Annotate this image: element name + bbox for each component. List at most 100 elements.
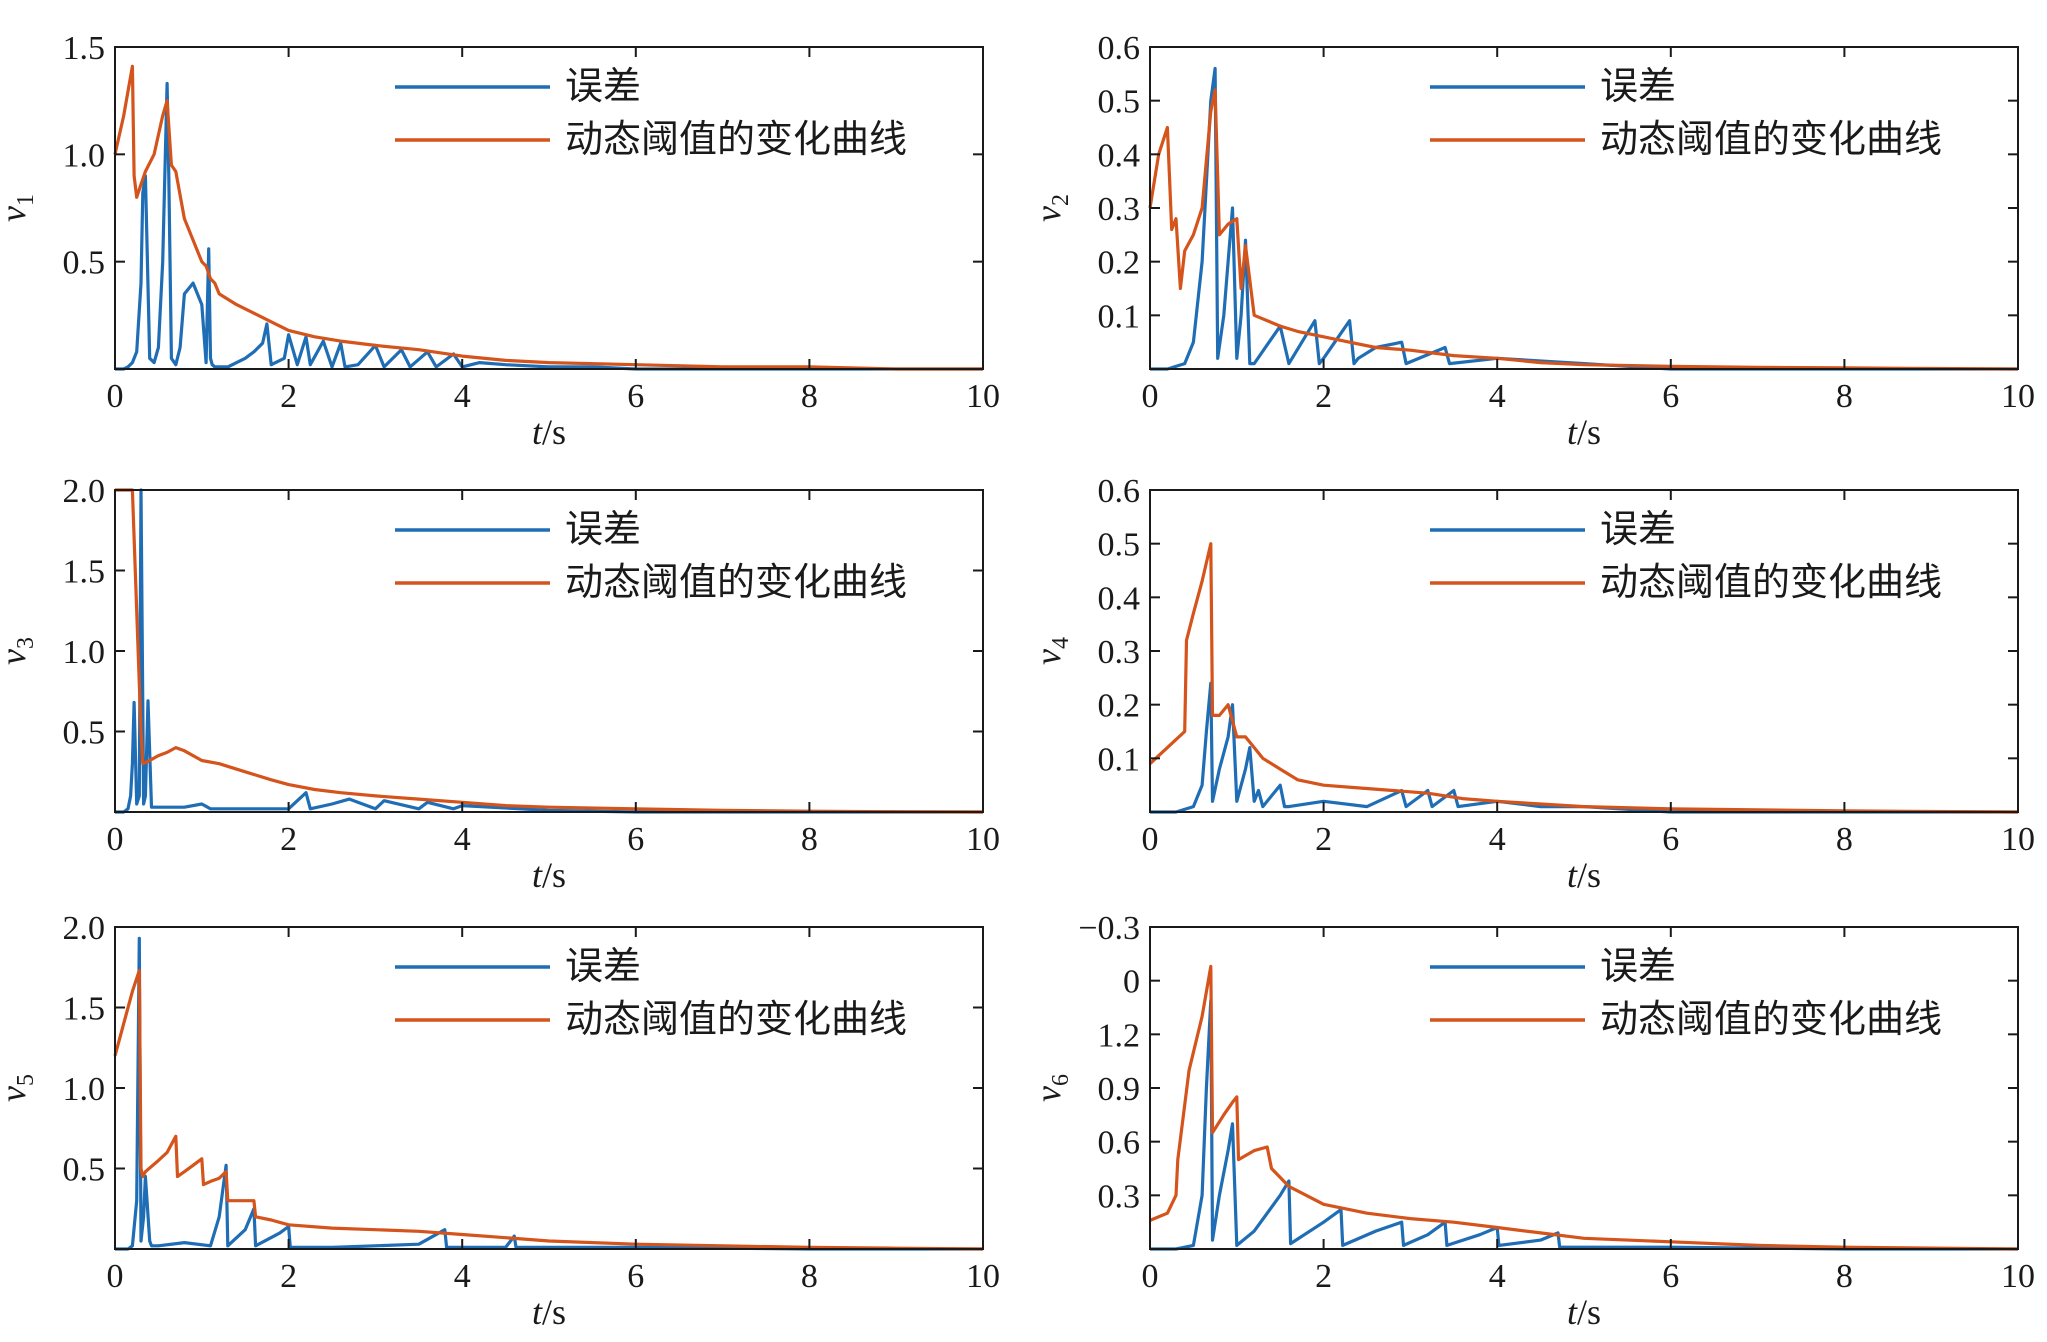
y-tick-label: 0.3 [1098, 1178, 1141, 1215]
y-tick-label: 0.5 [63, 1152, 106, 1189]
error-series-line [115, 81, 983, 371]
y-axis-label-symbol: v [0, 649, 33, 665]
y-tick-label: 2.0 [63, 910, 106, 947]
error-series-line [1150, 66, 2018, 371]
plot-frame [1149, 46, 2019, 370]
legend-label: 误差 [1600, 509, 1676, 551]
y-axis-label: v3 [0, 637, 39, 665]
x-axis-label-unit: /s [542, 1292, 566, 1332]
y-tick-label: 0.3 [1098, 191, 1141, 228]
y-tick-label: 1.5 [63, 991, 106, 1028]
x-tick-label: 2 [280, 1258, 297, 1295]
x-axis-label: t/s [1567, 855, 1601, 895]
plot-frame [114, 46, 984, 370]
y-tick-label: 0.6 [1098, 30, 1141, 67]
y-axis-label-subscript: 2 [1048, 194, 1074, 206]
legend-label: 误差 [565, 946, 641, 988]
x-tick-label: 8 [1836, 1258, 1853, 1295]
legend-label: 误差 [565, 509, 641, 551]
y-axis-label-subscript: 1 [13, 194, 39, 206]
x-axis-label-symbol: t [1567, 1292, 1578, 1332]
x-axis-label-unit: /s [1577, 1292, 1601, 1332]
y-tick-label: 0.2 [1098, 688, 1141, 725]
x-tick-label: 4 [1489, 378, 1506, 415]
y-axis-label: v2 [1028, 194, 1074, 222]
x-axis-label-symbol: t [532, 855, 543, 895]
y-tick-label: 0.1 [1098, 298, 1141, 335]
y-tick-label: 1.5 [63, 30, 106, 67]
chart-panel-2: 0 2 4 6 8 100.10.20.30.40.50.6v2t/s误差动态阈值的变化曲… [1028, 30, 2035, 452]
x-axis-label: t/s [1567, 412, 1601, 452]
x-tick-label: 6 [1662, 821, 1679, 858]
y-tick-label: 0.4 [1098, 580, 1141, 617]
y-tick-label: 2.0 [63, 473, 106, 510]
y-tick-label: 0.9 [1098, 1071, 1141, 1108]
y-tick-label: 0.5 [1098, 84, 1141, 121]
x-tick-label: 4 [1489, 1258, 1506, 1295]
y-tick-label: 0.6 [1098, 1125, 1141, 1162]
y-tick-label: 0.6 [1098, 473, 1141, 510]
chart-panel-4: 0 2 4 6 8 100.10.20.30.40.50.6v4t/s误差动态阈值的变化曲… [1028, 473, 2035, 895]
y-tick-label: 0.5 [1098, 527, 1141, 564]
y-axis-label-symbol: v [1028, 206, 1068, 222]
x-tick-label: 6 [1662, 1258, 1679, 1295]
y-axis-label-subscript: 6 [1048, 1074, 1074, 1086]
x-tick-label: 4 [1489, 821, 1506, 858]
y-tick-label: 0.5 [63, 245, 106, 282]
x-tick-label: 6 [627, 1258, 644, 1295]
x-axis-label-unit: /s [1577, 855, 1601, 895]
y-tick-label: 0 [1123, 964, 1140, 1001]
y-tick-label: 0.5 [63, 715, 106, 752]
x-tick-label: 8 [801, 1258, 818, 1295]
x-axis-label-symbol: t [532, 1292, 543, 1332]
legend-label: 误差 [565, 66, 641, 108]
plot-frame [114, 489, 984, 813]
legend-label: 动态阈值的变化曲线 [565, 562, 907, 604]
legend-label: 动态阈值的变化曲线 [565, 999, 907, 1041]
legend-label: 动态阈值的变化曲线 [565, 119, 907, 161]
y-tick-label: 1.2 [1098, 1017, 1141, 1054]
x-tick-label: 6 [627, 821, 644, 858]
y-axis-label-symbol: v [0, 1086, 33, 1102]
x-tick-label: 0 [107, 821, 124, 858]
threshold-series-line [113, 968, 984, 1251]
error-series-line [115, 488, 983, 814]
x-tick-label: 10 [2001, 1258, 2035, 1295]
y-axis-label-symbol: v [1028, 1086, 1068, 1102]
y-axis-label-symbol: v [0, 206, 33, 222]
x-tick-label: 2 [1315, 378, 1332, 415]
x-tick-label: 2 [1315, 1258, 1332, 1295]
legend-label: 误差 [1600, 946, 1676, 988]
y-tick-label: 1.0 [63, 137, 106, 174]
x-tick-label: 8 [801, 821, 818, 858]
x-tick-label: 10 [966, 1258, 1000, 1295]
threshold-series-line [113, 64, 983, 371]
plot-frame [1149, 926, 2019, 1250]
y-axis-label: v1 [0, 194, 39, 222]
y-axis-label: v4 [1028, 637, 1074, 665]
legend-label: 动态阈值的变化曲线 [1600, 119, 1942, 161]
y-tick-label: −0.3 [1078, 910, 1140, 947]
x-tick-label: 2 [1315, 821, 1332, 858]
x-tick-label: 0 [1142, 1258, 1159, 1295]
x-axis-label: t/s [532, 855, 566, 895]
x-tick-label: 4 [454, 1258, 471, 1295]
x-axis-label-symbol: t [532, 412, 543, 452]
y-axis-label-subscript: 5 [13, 1074, 39, 1086]
y-tick-label: 0.3 [1098, 634, 1141, 671]
y-axis-label-subscript: 4 [1048, 637, 1074, 649]
x-tick-label: 0 [1142, 821, 1159, 858]
x-tick-label: 0 [1142, 378, 1159, 415]
x-tick-label: 8 [801, 378, 818, 415]
x-tick-label: 10 [2001, 378, 2035, 415]
y-tick-label: 1.0 [63, 634, 106, 671]
